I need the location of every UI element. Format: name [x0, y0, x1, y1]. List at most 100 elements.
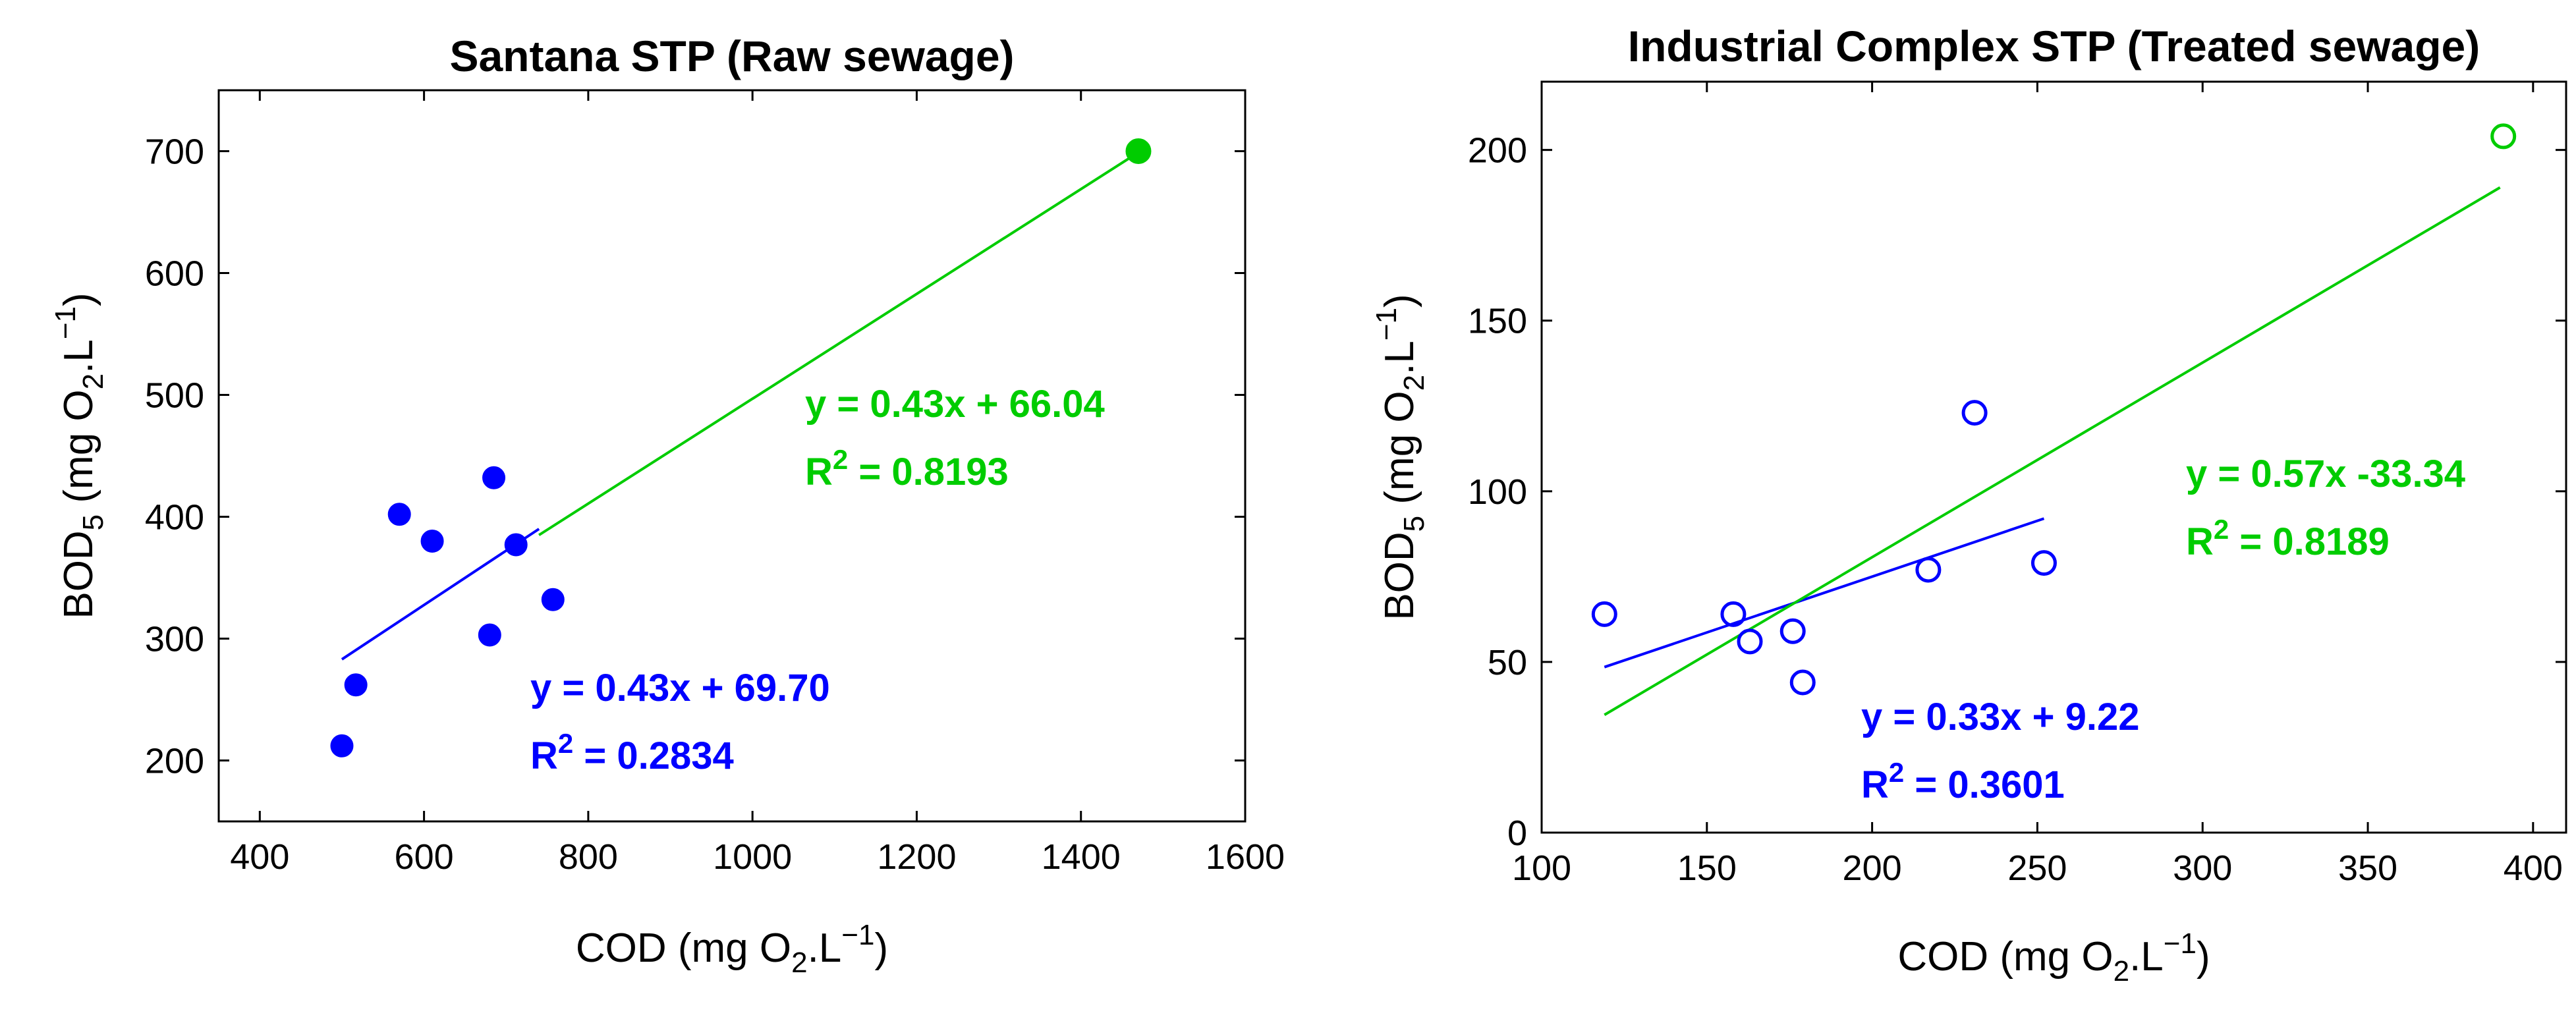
x-tick-label: 1600 [1206, 837, 1285, 877]
y-axis-label-subscript-2: 2 [1398, 375, 1430, 391]
data-point-blue [387, 503, 411, 526]
x-tick-label: 400 [2504, 848, 2563, 888]
data-point-blue [1961, 400, 1988, 426]
x-axis-label-subscript: 2 [791, 947, 807, 979]
data-point-blue [420, 530, 444, 553]
x-tick-label: 200 [1843, 848, 1902, 888]
r-squared-symbol: R [530, 734, 558, 777]
x-axis-label: COD (mg O2.L−1) [576, 919, 888, 979]
chart-panel-2: Industrial Complex STP (Treated sewage) 1… [1370, 22, 2567, 987]
equation-label-green: y = 0.43x + 66.04 [805, 383, 1105, 426]
data-point-blue [1737, 628, 1763, 655]
y-axis-label-close: ) [1377, 294, 1422, 308]
x-axis-label-superscript: −1 [841, 919, 874, 951]
data-point-blue [1591, 601, 1617, 627]
r-squared-superscript: 2 [558, 728, 573, 759]
y-axis-label-mid: (mg O [56, 389, 101, 514]
x-tick-label: 250 [2007, 848, 2067, 888]
data-point-blue [1720, 601, 1747, 627]
r-squared-symbol: R [1861, 763, 1889, 806]
chart-title: Industrial Complex STP (Treated sewage) [1628, 22, 2480, 70]
data-point-green [2490, 123, 2517, 150]
r-squared-symbol: R [805, 451, 833, 493]
y-axis-label-superscript: −1 [1370, 308, 1403, 341]
y-axis-label-mid: (mg O [1377, 391, 1422, 515]
fit-line-green [538, 151, 1140, 536]
x-axis-label: COD (mg O2.L−1) [1897, 927, 2210, 987]
x-tick-label: 1200 [877, 837, 956, 877]
x-axis-label-subscript: 2 [2114, 955, 2129, 987]
y-tick-label: 100 [1468, 472, 1527, 512]
r-squared-label-green: R2 = 0.8189 [2186, 514, 2390, 563]
x-tick-label: 350 [2338, 848, 2397, 888]
x-tick-label: 400 [230, 837, 289, 877]
x-axis-label-tail: .L [808, 925, 842, 971]
y-axis-label-subscript-2: 2 [77, 373, 109, 389]
data-point-blue [1915, 557, 1942, 583]
chart-title: Santana STP (Raw sewage) [449, 32, 1014, 80]
x-tick-label: 100 [1512, 848, 1571, 888]
fit-line-blue [1604, 517, 2045, 669]
r-squared-value: = 0.8193 [848, 451, 1009, 493]
chart-panel-1: Santana STP (Raw sewage) 400 600 800 1000 120… [49, 32, 1285, 979]
x-axis-label-main: COD (mg O [576, 925, 791, 971]
y-tick-label: 0 [1507, 814, 1527, 853]
y-axis-label-tail: .L [56, 339, 101, 373]
data-point-blue [504, 533, 528, 557]
data-point-blue [2030, 550, 2057, 576]
y-tick-label: 150 [1468, 302, 1527, 341]
x-tick-label: 1000 [713, 837, 792, 877]
r-squared-label-blue: R2 = 0.3601 [1861, 757, 2065, 806]
x-tick-label: 150 [1677, 848, 1737, 888]
y-axis-label: BOD5 (mg O2.L−1) [49, 292, 109, 619]
y-tick-label: 700 [145, 132, 204, 172]
r-squared-label-green: R2 = 0.8193 [805, 444, 1009, 493]
data-point-blue [478, 623, 501, 647]
data-point-blue [1779, 618, 1806, 644]
data-point-blue [330, 734, 354, 758]
x-axis-label-main: COD (mg O [1897, 934, 2113, 980]
y-axis-label-tail: .L [1377, 341, 1422, 375]
y-tick-label: 200 [1468, 131, 1527, 171]
data-point-blue [541, 588, 565, 611]
x-tick-label: 600 [395, 837, 454, 877]
y-axis-label-main: BOD [1377, 532, 1422, 620]
x-axis-label-tail: .L [2129, 934, 2164, 980]
y-axis-label-subscript: 5 [77, 514, 109, 530]
r-squared-symbol: R [2186, 520, 2214, 563]
y-tick-label: 300 [145, 620, 204, 659]
y-tick-label: 200 [145, 742, 204, 781]
r-squared-superscript: 2 [2214, 514, 2229, 545]
data-point-green [1125, 138, 1152, 164]
r-squared-value: = 0.2834 [573, 734, 734, 777]
x-axis-label-close: ) [2197, 934, 2210, 980]
axes-box [217, 89, 1246, 823]
r-squared-label-blue: R2 = 0.2834 [530, 728, 734, 777]
y-tick-label: 600 [145, 254, 204, 294]
x-axis-label-superscript: −1 [2164, 927, 2197, 960]
y-axis-label-close: ) [56, 292, 101, 306]
y-axis-label-superscript: −1 [49, 306, 82, 339]
y-tick-label: 400 [145, 498, 204, 538]
x-tick-label: 1400 [1042, 837, 1121, 877]
data-point-blue [344, 673, 368, 697]
equation-label-blue: y = 0.43x + 69.70 [530, 667, 830, 709]
y-axis-label-main: BOD [56, 530, 101, 619]
r-squared-value: = 0.3601 [1904, 763, 2065, 806]
x-axis-label-close: ) [874, 925, 888, 971]
x-tick-label: 800 [559, 837, 618, 877]
equation-label-green: y = 0.57x -33.34 [2186, 453, 2465, 495]
r-squared-superscript: 2 [833, 444, 848, 475]
data-point-blue [482, 466, 506, 489]
fit-line-green [1604, 186, 2501, 716]
data-point-blue [1789, 669, 1816, 696]
r-squared-superscript: 2 [1889, 757, 1904, 788]
y-axis-label: BOD5 (mg O2.L−1) [1370, 294, 1430, 620]
y-axis-label-subscript: 5 [1398, 516, 1430, 532]
r-squared-value: = 0.8189 [2229, 520, 2390, 563]
axes-box [1540, 80, 2567, 834]
y-tick-label: 50 [1488, 643, 1527, 682]
y-tick-label: 500 [145, 376, 204, 416]
